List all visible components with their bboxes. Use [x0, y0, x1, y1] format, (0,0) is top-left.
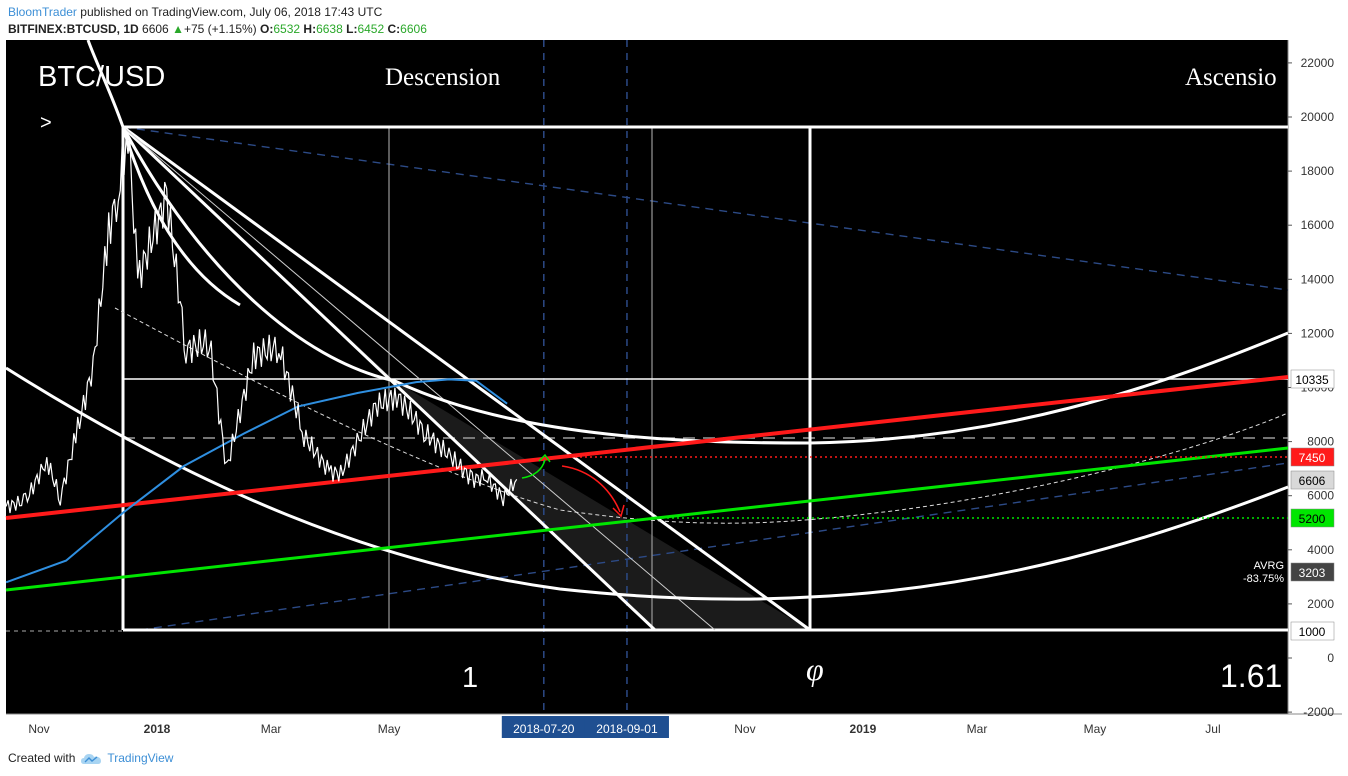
x-tick-label: May — [378, 722, 401, 736]
y-tick-label: 14000 — [1301, 272, 1335, 286]
close-label: C: — [387, 22, 401, 36]
green-up-arrow — [521, 459, 546, 479]
high-label: H: — [303, 22, 317, 36]
channel-midline — [122, 126, 716, 631]
last-price: 6606 — [142, 22, 169, 36]
low-label: L: — [346, 22, 358, 36]
red-down-arrow — [561, 465, 621, 513]
change-value: +75 (+1.15%) — [183, 22, 257, 36]
price-label-text: 5200 — [1299, 512, 1326, 526]
price-label-box — [1290, 508, 1335, 528]
y-tick-label: 2000 — [1307, 597, 1334, 611]
publish-info: BloomTrader published on TradingView.com… — [8, 5, 382, 19]
price-label-text: 7450 — [1299, 451, 1326, 465]
chart-title: BTC/USD — [38, 61, 165, 93]
fib-phi-label: φ — [806, 651, 824, 687]
created-with-text: Created with — [8, 751, 76, 765]
y-tick-label: 0 — [1327, 651, 1334, 665]
x-tick-label: 2019 — [850, 722, 877, 736]
upper-arc — [121, 126, 1289, 445]
price-label-text: 3203 — [1299, 566, 1326, 580]
y-tick-label: -2000 — [1303, 705, 1334, 719]
lower-arc — [5, 366, 1289, 601]
lower-dashed-trendline — [139, 462, 1289, 631]
high-value: 6638 — [316, 22, 343, 36]
fib-161-label: 1.61 — [1220, 658, 1282, 694]
price-label-box — [1290, 470, 1335, 490]
price-line — [5, 136, 518, 514]
x-tick-label: Mar — [967, 722, 988, 736]
chart-area[interactable]: BTC/USD > Descension Ascensio 1 φ 1.61 AVRG-83.… — [0, 40, 1348, 742]
price-label-box — [1290, 447, 1335, 467]
price-label-text: 10335 — [1295, 373, 1329, 387]
title-marker: > — [40, 112, 52, 134]
date-marker-label: 2018-09-01 — [596, 722, 658, 736]
x-tick-label: 2018 — [144, 722, 171, 736]
time-axis[interactable] — [6, 714, 1342, 742]
y-tick-label: 22000 — [1301, 56, 1335, 70]
x-tick-label: Nov — [28, 722, 49, 736]
fib-1-label: 1 — [462, 662, 478, 694]
tradingview-link[interactable]: TradingView — [107, 751, 174, 765]
open-label: O: — [260, 22, 274, 36]
price-label-box — [1290, 369, 1335, 389]
green-trendline — [5, 446, 1289, 592]
date-marker-box — [584, 716, 669, 738]
x-tick-label: Mar — [261, 722, 282, 736]
red-trendline — [5, 375, 1289, 520]
upper-dashed-trendline — [122, 126, 1289, 291]
y-tick-label: 12000 — [1301, 326, 1335, 340]
y-tick-label: 4000 — [1307, 543, 1334, 557]
tradingview-cloud-icon — [81, 753, 102, 764]
x-tick-label: Nov — [734, 722, 755, 736]
low-value: 6452 — [357, 22, 385, 36]
y-tick-label: 20000 — [1301, 110, 1335, 124]
avg-pct-label: -83.75% — [1243, 573, 1284, 585]
arc-top-stub — [86, 40, 125, 128]
y-tick-label: 8000 — [1307, 435, 1334, 449]
y-tick-label: 18000 — [1301, 164, 1335, 178]
date-marker-label: 2018-07-20 — [513, 722, 575, 736]
symbol-label: BITFINEX:BTCUSD, 1D — [8, 22, 139, 36]
publish-text: published on TradingView.com, July 06, 2… — [80, 5, 383, 19]
close-value: 6606 — [400, 22, 427, 36]
avg-label: AVRG — [1254, 560, 1284, 572]
y-tick-label: 6000 — [1307, 489, 1334, 503]
inner-arc — [121, 126, 241, 307]
ascension-label: Ascensio — [1185, 64, 1277, 91]
open-value: 6532 — [273, 22, 301, 36]
price-label-box — [1290, 621, 1335, 641]
fan-line — [122, 125, 811, 632]
ohlc-bar: BITFINEX:BTCUSD, 1D 6606 ▲+75 (+1.15%) O… — [8, 22, 427, 36]
descension-label: Descension — [385, 64, 501, 91]
price-label-text: 1000 — [1299, 625, 1326, 639]
green-up-arrow-head — [538, 453, 551, 463]
price-label-box — [1290, 562, 1335, 582]
footer: Created with TradingView — [8, 751, 173, 765]
x-tick-label: May — [1084, 722, 1107, 736]
date-marker-box — [501, 716, 586, 738]
up-arrow-icon: ▲ — [172, 22, 184, 36]
author-link[interactable]: BloomTrader — [8, 5, 77, 19]
x-tick-label: Jul — [1205, 722, 1220, 736]
price-label-text: 6606 — [1299, 474, 1326, 488]
red-down-arrow-head — [612, 504, 625, 518]
y-tick-label: 16000 — [1301, 218, 1335, 232]
